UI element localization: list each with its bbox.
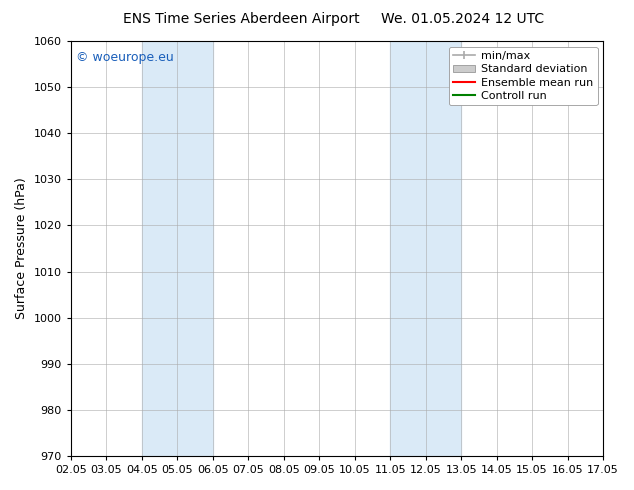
Text: We. 01.05.2024 12 UTC: We. 01.05.2024 12 UTC (381, 12, 545, 26)
Bar (390, 41, 461, 456)
Bar (141, 41, 212, 456)
Text: ENS Time Series Aberdeen Airport: ENS Time Series Aberdeen Airport (122, 12, 359, 26)
Text: © woeurope.eu: © woeurope.eu (76, 51, 174, 64)
Legend: min/max, Standard deviation, Ensemble mean run, Controll run: min/max, Standard deviation, Ensemble me… (449, 47, 598, 105)
Y-axis label: Surface Pressure (hPa): Surface Pressure (hPa) (15, 178, 28, 319)
